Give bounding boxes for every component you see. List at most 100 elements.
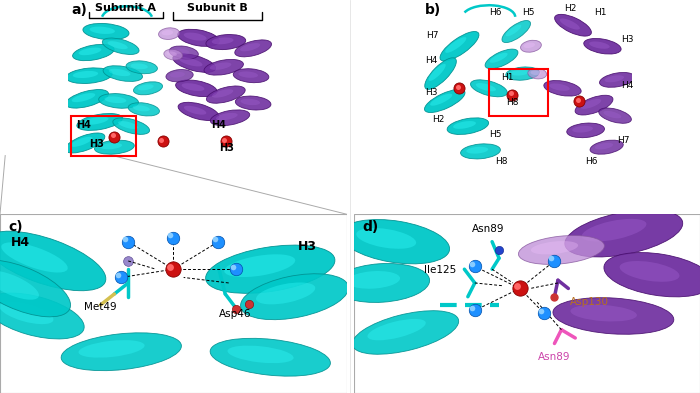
Text: H3: H3 [89,139,104,149]
Text: H5: H5 [522,8,535,17]
Ellipse shape [66,68,112,83]
Ellipse shape [590,140,623,154]
Ellipse shape [228,345,293,363]
Ellipse shape [210,62,231,70]
Ellipse shape [94,140,134,154]
Ellipse shape [572,126,593,132]
Ellipse shape [605,75,624,82]
Ellipse shape [476,83,496,91]
Ellipse shape [162,30,173,35]
Text: H1: H1 [501,73,514,82]
Ellipse shape [184,106,206,115]
Ellipse shape [166,70,193,82]
Ellipse shape [181,83,204,91]
Ellipse shape [103,66,143,81]
Text: Asn89: Asn89 [538,352,570,362]
Ellipse shape [0,293,84,339]
Ellipse shape [582,219,646,241]
Ellipse shape [206,35,246,50]
Ellipse shape [169,46,198,59]
Ellipse shape [240,43,260,51]
Text: H3: H3 [298,240,317,253]
Ellipse shape [470,80,508,97]
Text: H3: H3 [220,143,235,153]
Ellipse shape [256,283,315,304]
Ellipse shape [368,319,426,340]
Text: Subunit A: Subunit A [95,3,156,13]
Ellipse shape [134,82,162,95]
Ellipse shape [531,241,578,254]
Ellipse shape [234,40,272,57]
Text: H4: H4 [425,56,438,65]
Ellipse shape [575,95,613,115]
Text: b): b) [425,3,441,17]
Ellipse shape [599,72,635,87]
Ellipse shape [428,64,446,81]
Text: d): d) [362,220,379,234]
Ellipse shape [580,99,601,109]
Ellipse shape [65,133,105,153]
Ellipse shape [210,110,250,126]
Ellipse shape [83,24,129,40]
Ellipse shape [506,25,522,36]
Text: H4: H4 [76,120,92,130]
Ellipse shape [352,311,459,354]
Ellipse shape [178,29,219,46]
Ellipse shape [453,121,476,129]
Ellipse shape [565,210,682,257]
Ellipse shape [519,235,604,264]
Ellipse shape [0,231,106,291]
Ellipse shape [620,261,680,282]
Ellipse shape [83,117,108,125]
Ellipse shape [554,15,591,36]
Ellipse shape [233,69,269,83]
Ellipse shape [61,333,181,371]
Text: H6: H6 [586,157,598,166]
Ellipse shape [138,84,154,90]
Ellipse shape [490,53,507,63]
Ellipse shape [179,57,202,66]
Ellipse shape [210,338,330,376]
Ellipse shape [584,39,621,54]
Ellipse shape [204,59,244,75]
Ellipse shape [100,143,122,149]
Text: Asn89: Asn89 [473,224,505,234]
Ellipse shape [104,96,126,103]
Ellipse shape [224,254,295,277]
Ellipse shape [77,114,122,130]
Ellipse shape [0,260,71,317]
Ellipse shape [0,302,53,324]
Ellipse shape [544,81,581,96]
Ellipse shape [113,118,150,134]
Text: H8: H8 [495,157,508,166]
Ellipse shape [216,113,238,120]
Ellipse shape [164,49,183,60]
Ellipse shape [567,123,605,138]
Text: a): a) [71,3,88,17]
Ellipse shape [425,58,456,89]
Text: H2: H2 [432,115,444,124]
Text: Subunit B: Subunit B [187,3,248,13]
Ellipse shape [126,61,158,74]
Ellipse shape [461,144,500,159]
Ellipse shape [173,54,216,72]
Text: H3: H3 [622,35,634,44]
Ellipse shape [108,69,130,76]
Text: H7: H7 [617,136,630,145]
Text: Asp46: Asp46 [219,309,252,320]
Ellipse shape [174,48,190,55]
Ellipse shape [510,70,529,75]
Ellipse shape [239,72,258,78]
Ellipse shape [560,18,580,29]
Ellipse shape [178,102,219,121]
Ellipse shape [502,20,531,42]
Text: H5: H5 [489,130,501,139]
Ellipse shape [347,271,400,289]
Ellipse shape [598,108,631,123]
Text: H4: H4 [622,81,634,90]
Ellipse shape [595,143,613,149]
Text: Asp130: Asp130 [570,297,608,307]
Text: Ile125: Ile125 [424,265,456,275]
Ellipse shape [108,41,127,49]
Ellipse shape [531,70,541,75]
